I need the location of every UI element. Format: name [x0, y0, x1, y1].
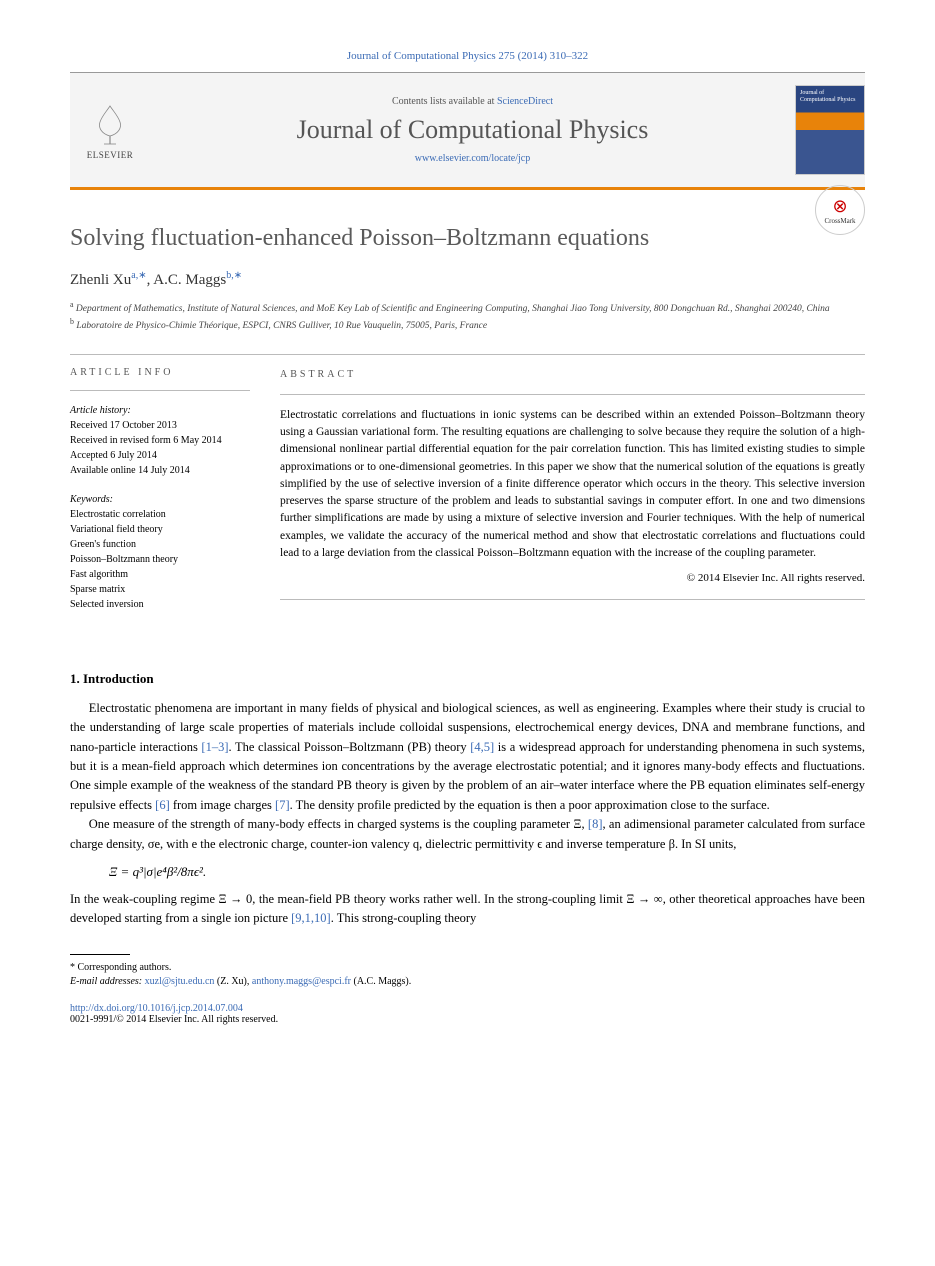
keyword: Electrostatic correlation: [70, 507, 250, 522]
author-1-affil[interactable]: a,∗: [131, 270, 146, 281]
email-label: E-mail addresses:: [70, 976, 145, 987]
author-2-affil[interactable]: b,∗: [226, 270, 242, 281]
keyword: Green's function: [70, 537, 250, 552]
doi-link[interactable]: http://dx.doi.org/10.1016/j.jcp.2014.07.…: [70, 1003, 243, 1014]
affil-a-text: Department of Mathematics, Institute of …: [76, 304, 830, 314]
history-received: Received 17 October 2013: [70, 418, 250, 433]
intro-paragraph-2: One measure of the strength of many-body…: [70, 815, 865, 854]
contents-prefix: Contents lists available at: [392, 96, 497, 107]
keyword: Variational field theory: [70, 522, 250, 537]
contents-available-line: Contents lists available at ScienceDirec…: [150, 96, 795, 107]
crossmark-icon: ⊗: [832, 196, 847, 217]
doi-block: http://dx.doi.org/10.1016/j.jcp.2014.07.…: [70, 1003, 865, 1025]
elsevier-tree-icon: [86, 100, 134, 148]
citation-link[interactable]: [7]: [275, 798, 290, 812]
top-citation: Journal of Computational Physics 275 (20…: [70, 50, 865, 62]
author-1: Zhenli Xu: [70, 272, 131, 288]
masthead: ELSEVIER Contents lists available at Sci…: [70, 72, 865, 190]
history-online: Available online 14 July 2014: [70, 463, 250, 478]
text-run: . The density profile predicted by the e…: [290, 798, 770, 812]
journal-cover-thumbnail[interactable]: Journal of Computational Physics: [795, 85, 865, 175]
divider: [70, 354, 865, 355]
affiliations: a Department of Mathematics, Institute o…: [70, 299, 865, 334]
abstract-label: ABSTRACT: [280, 367, 865, 382]
affil-b-sup: b: [70, 317, 74, 326]
page-root: Journal of Computational Physics 275 (20…: [0, 0, 935, 1065]
corresponding-footnote: * Corresponding authors. E-mail addresse…: [70, 961, 865, 989]
journal-homepage-link[interactable]: www.elsevier.com/locate/jcp: [150, 153, 795, 164]
section-1-heading: 1. Introduction: [70, 671, 865, 687]
text-run: One measure of the strength of many-body…: [89, 817, 588, 831]
history-heading: Article history:: [70, 403, 250, 418]
article-info-label: ARTICLE INFO: [70, 367, 250, 378]
publisher-logo[interactable]: ELSEVIER: [70, 100, 150, 160]
journal-title: Journal of Computational Physics: [150, 115, 795, 145]
sciencedirect-link[interactable]: ScienceDirect: [497, 96, 553, 107]
footnote-separator: [70, 954, 130, 955]
cover-label: Journal of Computational Physics: [800, 90, 860, 103]
abstract-copyright: © 2014 Elsevier Inc. All rights reserved…: [280, 570, 865, 587]
abstract-text: Electrostatic correlations and fluctuati…: [280, 407, 865, 562]
crossmark-badge[interactable]: ⊗ CrossMark: [815, 185, 865, 235]
citation-link[interactable]: [4,5]: [470, 740, 494, 754]
history-revised: Received in revised form 6 May 2014: [70, 433, 250, 448]
keyword: Sparse matrix: [70, 582, 250, 597]
affil-a-sup: a: [70, 300, 74, 309]
equation-1: Ξ = q³|σ|e⁴β²/8πϵ².: [109, 864, 865, 880]
email-link-2[interactable]: anthony.maggs@espci.fr: [252, 976, 351, 987]
author-list: Zhenli Xua,∗, A.C. Maggsb,∗: [70, 270, 865, 289]
email-link-1[interactable]: xuzl@sjtu.edu.cn: [145, 976, 215, 987]
citation-link[interactable]: [8]: [588, 817, 603, 831]
keyword: Poisson–Boltzmann theory: [70, 552, 250, 567]
text-run: . This strong-coupling theory: [331, 911, 477, 925]
keyword: Selected inversion: [70, 597, 250, 612]
article-info-column: ARTICLE INFO Article history: Received 1…: [70, 367, 250, 626]
intro-paragraph-1: Electrostatic phenomena are important in…: [70, 699, 865, 815]
intro-paragraph-3: In the weak-coupling regime Ξ → 0, the m…: [70, 890, 865, 929]
keywords-heading: Keywords:: [70, 492, 250, 507]
article-title: Solving fluctuation-enhanced Poisson–Bol…: [70, 225, 865, 252]
citation-link[interactable]: [9,1,10]: [291, 911, 331, 925]
email-name-2: (A.C. Maggs).: [351, 976, 411, 987]
author-2: A.C. Maggs: [153, 272, 226, 288]
issn-copyright: 0021-9991/© 2014 Elsevier Inc. All right…: [70, 1014, 865, 1025]
keyword: Fast algorithm: [70, 567, 250, 582]
history-accepted: Accepted 6 July 2014: [70, 448, 250, 463]
email-name-1: (Z. Xu),: [214, 976, 252, 987]
text-run: . The classical Poisson–Boltzmann (PB) t…: [229, 740, 471, 754]
abstract-column: ABSTRACT Electrostatic correlations and …: [280, 367, 865, 626]
citation-link[interactable]: [6]: [155, 798, 170, 812]
text-run: from image charges: [170, 798, 275, 812]
citation-link[interactable]: [1–3]: [201, 740, 228, 754]
corresponding-label: Corresponding authors.: [78, 962, 172, 973]
crossmark-label: CrossMark: [824, 217, 855, 225]
publisher-name: ELSEVIER: [87, 150, 134, 160]
affil-b-text: Laboratoire de Physico-Chimie Théorique,…: [76, 322, 487, 332]
